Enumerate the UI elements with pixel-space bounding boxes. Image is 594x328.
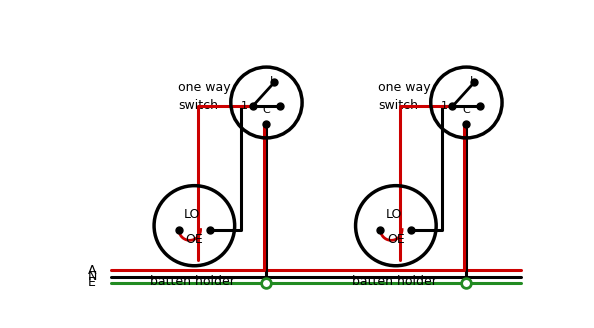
Text: batten holder: batten holder [150,275,235,288]
Text: one way
switch: one way switch [378,81,431,112]
Text: E: E [88,276,96,289]
Text: LO: LO [386,208,402,221]
Text: C: C [463,105,470,115]
Text: L: L [270,76,276,86]
Text: N: N [88,270,97,283]
Text: one way
switch: one way switch [178,81,230,112]
Text: LO: LO [184,208,200,221]
Text: OE: OE [185,233,203,246]
Text: A: A [88,264,97,277]
Text: C: C [263,105,270,115]
Text: 1: 1 [241,101,248,111]
Text: L: L [469,76,476,86]
Text: batten holder: batten holder [352,275,437,288]
Text: OE: OE [387,233,405,246]
Text: 1: 1 [441,101,448,111]
